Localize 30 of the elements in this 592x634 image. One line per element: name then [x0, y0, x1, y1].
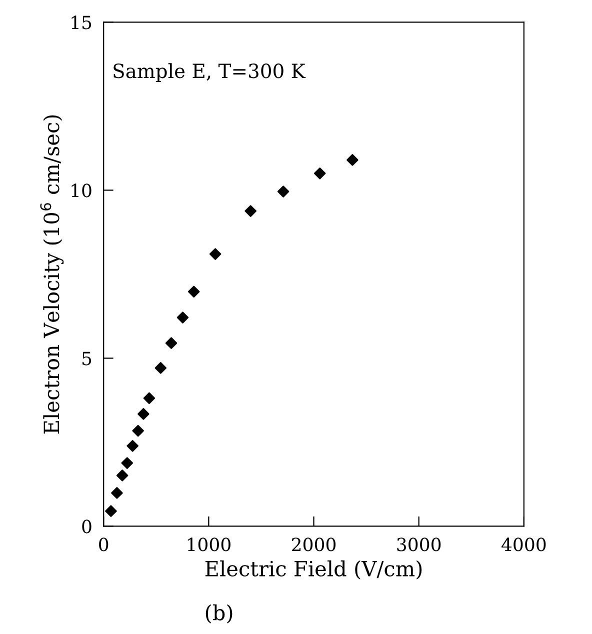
- x-tick-label: 1000: [188, 538, 230, 552]
- point: [154, 362, 167, 374]
- point: [126, 440, 138, 452]
- x-tick-label: 2000: [292, 538, 336, 552]
- y-tick-label: 5: [82, 352, 92, 366]
- point: [209, 248, 222, 260]
- point: [346, 154, 358, 166]
- point: [105, 505, 117, 517]
- point: [111, 487, 123, 499]
- y-tick-label: 15: [72, 16, 92, 30]
- x-tick-label: 0: [99, 538, 108, 552]
- point: [116, 470, 128, 482]
- point: [143, 392, 156, 404]
- x-tick-label: 3000: [397, 538, 441, 552]
- y-tick-label: 10: [72, 184, 92, 198]
- x-axis-title: Electric Field (V/cm): [205, 560, 422, 580]
- point: [277, 186, 290, 198]
- point: [132, 424, 144, 437]
- point: [314, 168, 326, 180]
- x-tick-label: 4000: [502, 538, 546, 552]
- y-axis-title: Electron Velocity (10$^{6}$ cm/sec): [40, 115, 64, 434]
- point: [188, 286, 200, 298]
- point: [165, 337, 178, 349]
- text: (b): [206, 604, 232, 624]
- point: [138, 408, 150, 420]
- point: [121, 457, 134, 469]
- point: [176, 312, 189, 324]
- y-tick-label: 0: [82, 520, 92, 534]
- point: [244, 205, 256, 217]
- annotation: Sample E, T=300 K: [114, 63, 306, 82]
